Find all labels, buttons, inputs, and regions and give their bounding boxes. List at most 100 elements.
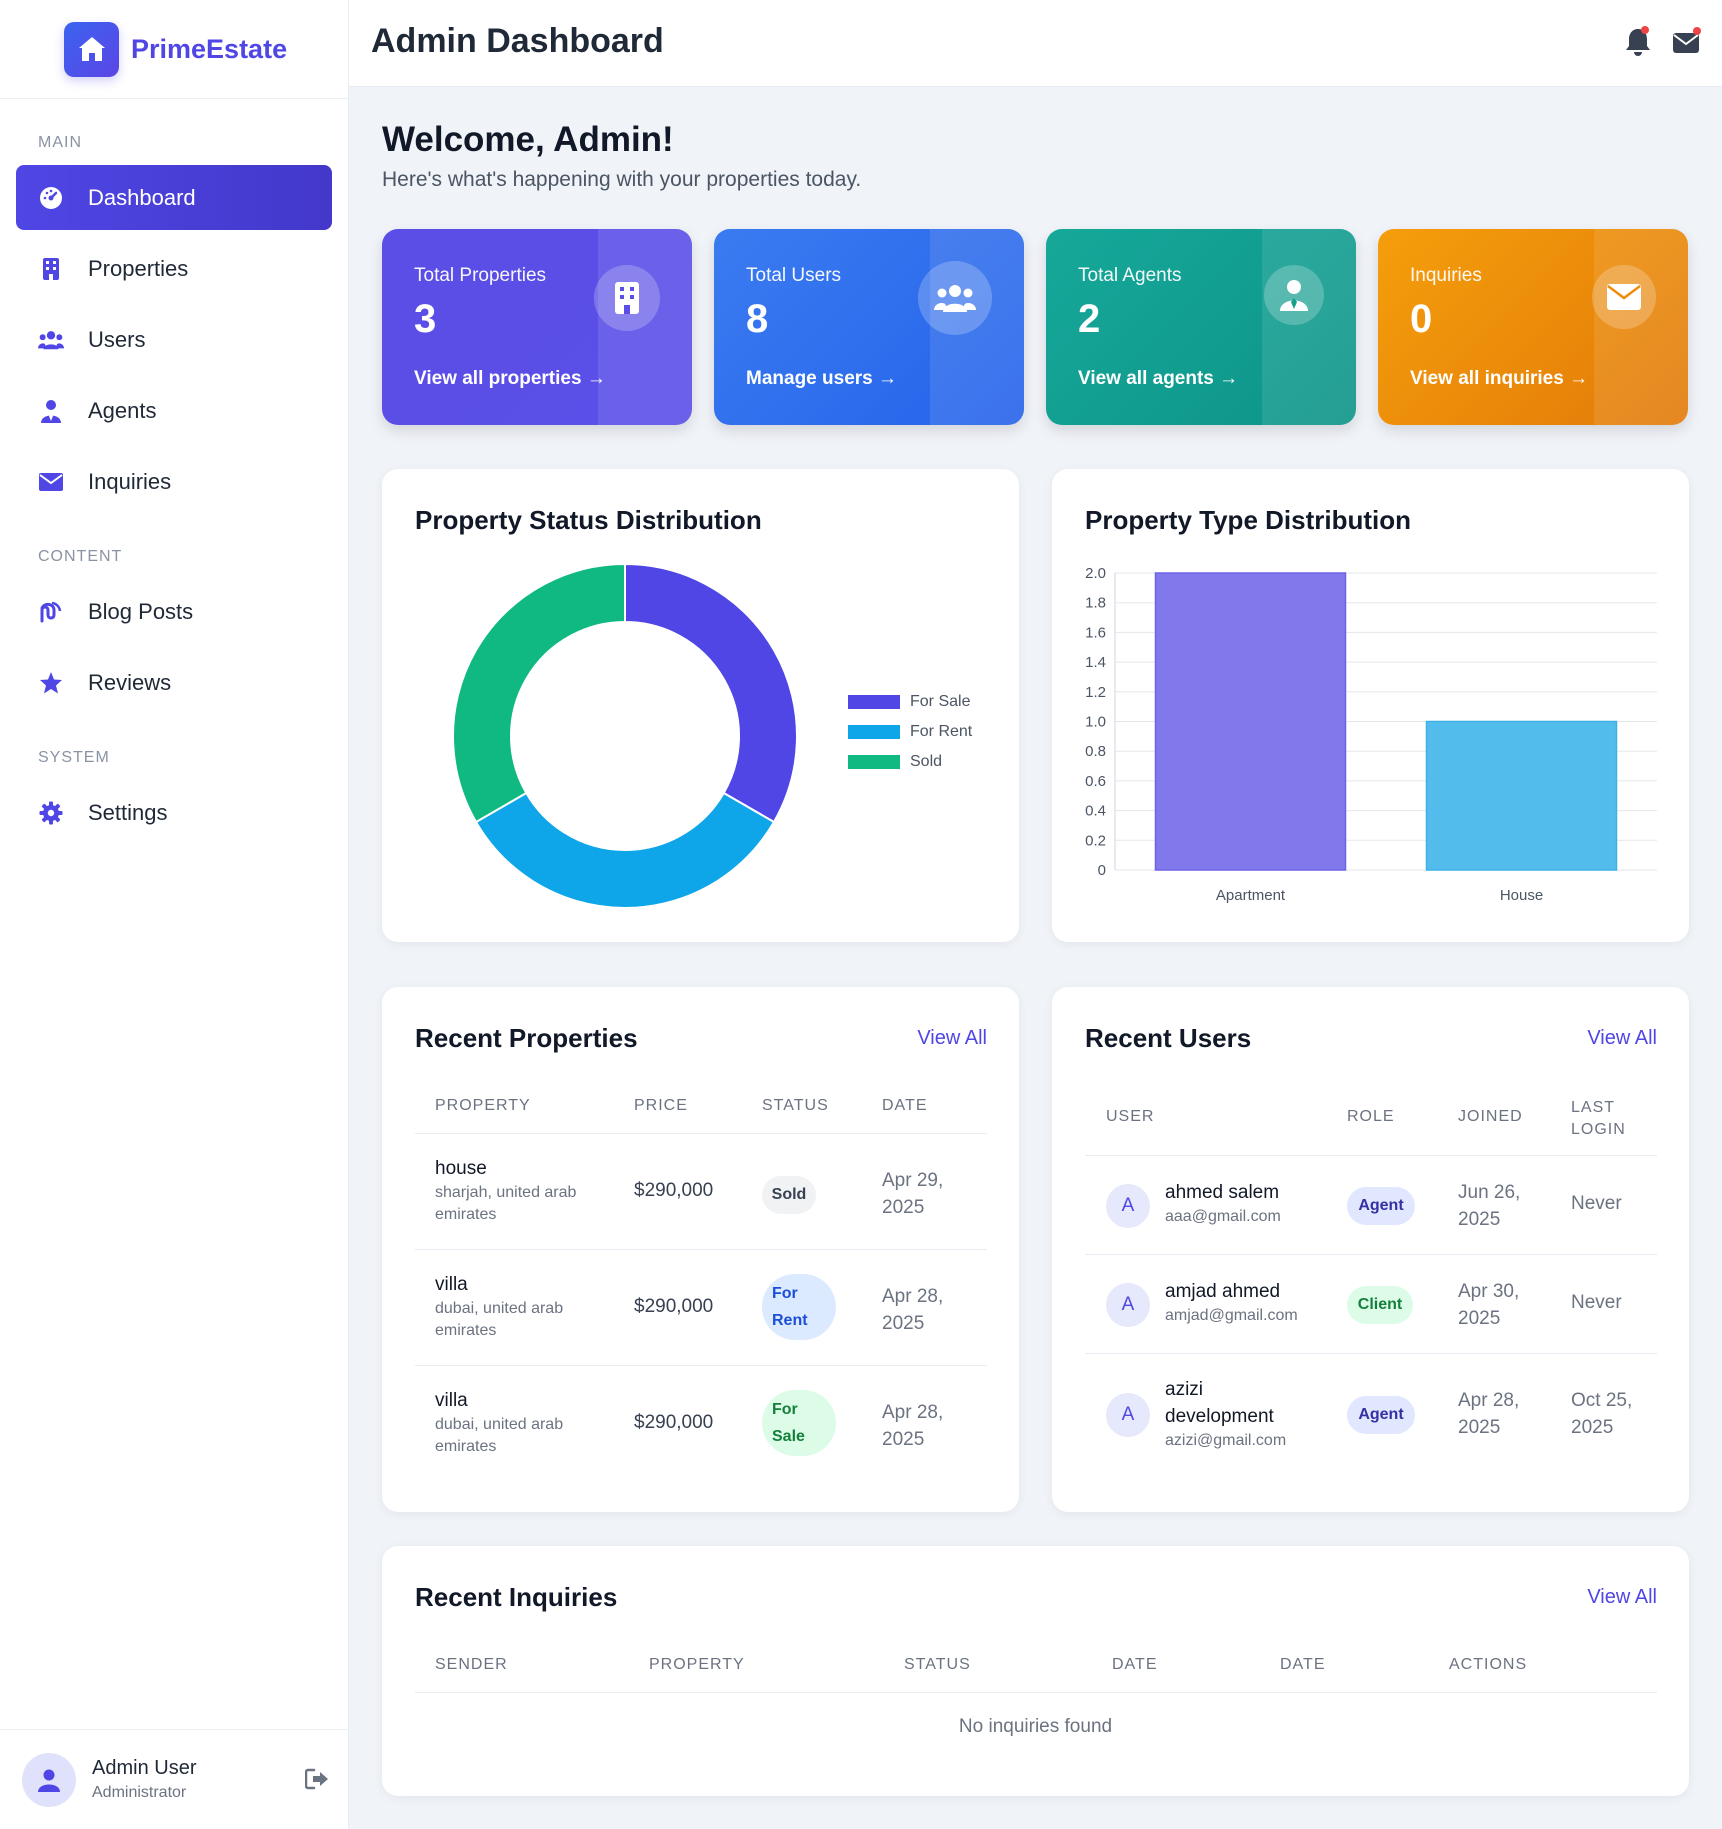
- users-icon: [38, 327, 64, 353]
- stat-value: 2: [1078, 297, 1101, 341]
- stat-card-agents[interactable]: Total Agents 2 View all agents →: [1046, 229, 1356, 425]
- y-tick-label: 1.2: [1085, 684, 1106, 701]
- property-location: sharjah, united arab: [435, 1184, 577, 1201]
- view-all-inquiries-link[interactable]: View all inquiries →: [1410, 368, 1589, 389]
- y-tick-label: 1.6: [1085, 624, 1106, 641]
- y-tick-label: 2.0: [1085, 565, 1106, 582]
- status-chart-card: Property Status Distribution For Sale Fo…: [382, 469, 1019, 942]
- user-name: azizi: [1165, 1379, 1204, 1400]
- donut-slice-for-rent[interactable]: [474, 791, 776, 909]
- sidebar-item-properties[interactable]: Properties: [16, 236, 332, 301]
- brand-name: PrimeEstate: [131, 33, 288, 64]
- property-date: Apr 28, 2025: [882, 1402, 944, 1450]
- role-badge: Agent: [1347, 1396, 1415, 1434]
- users-icon: [918, 261, 992, 335]
- sidebar-item-settings[interactable]: Settings: [16, 780, 332, 845]
- sidebar-item-label: Users: [88, 326, 146, 352]
- y-tick-label: 1.0: [1085, 714, 1106, 731]
- recent-users-card: Recent Users View All USER ROLE JOINED L…: [1052, 987, 1689, 1512]
- manage-users-link[interactable]: Manage users →: [746, 368, 897, 389]
- user-email: azizi@gmail.com: [1165, 1432, 1287, 1449]
- y-tick-label: 0.8: [1085, 743, 1106, 760]
- stat-card-properties[interactable]: Total Properties 3 View all properties →: [382, 229, 692, 425]
- property-name: villa: [435, 1274, 468, 1295]
- legend-label: For Sale: [910, 693, 971, 710]
- user-name: ahmed salem: [1165, 1182, 1280, 1203]
- sidebar: PrimeEstate MAIN Dashboard Properties Us…: [0, 0, 349, 1829]
- bar-house[interactable]: [1425, 720, 1618, 871]
- y-tick-label: 0.6: [1085, 773, 1106, 790]
- sidebar-item-label: Agents: [88, 397, 157, 423]
- property-date: Apr 28, 2025: [882, 1286, 944, 1334]
- bell-icon[interactable]: [1624, 26, 1652, 63]
- type-chart-title: Property Type Distribution: [1085, 505, 1411, 535]
- avatar: A: [1106, 1393, 1150, 1437]
- stat-card-users[interactable]: Total Users 8 Manage users →: [714, 229, 1024, 425]
- recent-properties-title: Recent Properties: [415, 1023, 638, 1053]
- view-all-properties-link[interactable]: View all properties →: [414, 368, 606, 389]
- x-tick-label-apartment: Apartment: [1216, 887, 1286, 904]
- col-header-last-login: LAST LOGIN: [1571, 1099, 1626, 1138]
- user-name: amjad ahmed: [1165, 1281, 1281, 1302]
- sidebar-item-reviews[interactable]: Reviews: [16, 650, 332, 715]
- sidebar-item-label: Properties: [88, 255, 189, 281]
- sidebar-item-inquiries[interactable]: Inquiries: [16, 449, 332, 514]
- sidebar-item-dashboard[interactable]: Dashboard: [16, 165, 332, 230]
- mail-icon[interactable]: [1672, 26, 1702, 61]
- brand[interactable]: PrimeEstate: [0, 0, 348, 99]
- donut-slice-sold[interactable]: [452, 562, 626, 824]
- sidebar-item-label: Reviews: [88, 669, 172, 695]
- view-all-users-button[interactable]: View All: [1587, 1027, 1657, 1049]
- property-location: emirates: [435, 1438, 497, 1455]
- nav-section-content: CONTENT: [38, 548, 123, 565]
- property-name: villa: [435, 1390, 468, 1411]
- y-tick-label: 1.4: [1085, 654, 1106, 671]
- stat-card-inquiries[interactable]: Inquiries 0 View all inquiries →: [1378, 229, 1688, 425]
- legend-item-for-sale[interactable]: For Sale: [848, 693, 970, 711]
- col-header-date-2: DATE: [1280, 1656, 1326, 1673]
- legend-label: Sold: [910, 753, 943, 770]
- property-location: emirates: [435, 1322, 497, 1339]
- envelope-icon: [1592, 265, 1656, 329]
- sidebar-item-label: Blog Posts: [88, 598, 194, 624]
- sidebar-item-blog-posts[interactable]: Blog Posts: [16, 579, 332, 644]
- blog-icon: [38, 599, 64, 625]
- user-role: Administrator: [92, 1784, 187, 1801]
- nav-section-system: SYSTEM: [38, 749, 110, 766]
- logout-icon[interactable]: [304, 1768, 329, 1795]
- col-header-role: ROLE: [1347, 1108, 1395, 1125]
- y-tick-label: 0.4: [1085, 803, 1106, 820]
- top-header: Admin Dashboard: [349, 0, 1722, 87]
- view-all-agents-link[interactable]: View all agents →: [1078, 368, 1239, 389]
- user-name: Admin User: [92, 1757, 197, 1779]
- bar-apartment[interactable]: [1154, 572, 1347, 871]
- legend-item-sold[interactable]: Sold: [848, 753, 942, 771]
- legend-item-for-rent[interactable]: For Rent: [848, 723, 972, 741]
- stat-label: Total Properties: [414, 265, 547, 286]
- recent-inquiries-card: Recent Inquiries View All SENDER PROPERT…: [382, 1546, 1689, 1796]
- avatar[interactable]: [22, 1752, 76, 1807]
- envelope-icon: [38, 469, 64, 495]
- property-location: emirates: [435, 1206, 497, 1223]
- sidebar-footer: Admin User Administrator: [0, 1729, 349, 1829]
- sidebar-item-agents[interactable]: Agents: [16, 378, 332, 443]
- status-badge: For Rent: [762, 1274, 836, 1340]
- stat-value: 0: [1410, 297, 1433, 341]
- status-badge: For Sale: [762, 1390, 836, 1456]
- stat-label: Inquiries: [1410, 265, 1482, 286]
- property-location: dubai, united arab: [435, 1416, 564, 1433]
- y-tick-label: 0.2: [1085, 832, 1106, 849]
- user-email: amjad@gmail.com: [1165, 1307, 1298, 1324]
- view-all-inquiries-button[interactable]: View All: [1587, 1586, 1657, 1608]
- col-header-joined: JOINED: [1458, 1108, 1523, 1125]
- donut-slice-for-sale[interactable]: [624, 562, 798, 824]
- user-name: development: [1165, 1406, 1274, 1427]
- legend-label: For Rent: [910, 723, 973, 740]
- last-login: Oct 25, 2025: [1571, 1390, 1633, 1438]
- type-chart-card: Property Type Distribution 0 0.2 0.4 0.6 0.8…: [1052, 469, 1689, 942]
- sidebar-item-users[interactable]: Users: [16, 307, 332, 372]
- recent-inquiries-title: Recent Inquiries: [415, 1582, 618, 1612]
- agent-icon: [38, 398, 64, 424]
- view-all-properties-button[interactable]: View All: [917, 1027, 987, 1049]
- welcome-subtitle: Here's what's happening with your proper…: [382, 168, 862, 191]
